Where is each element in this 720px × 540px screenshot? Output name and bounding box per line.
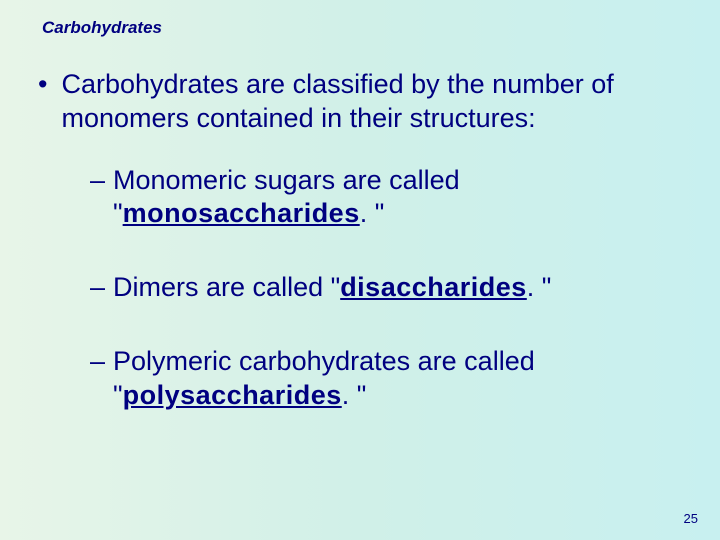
- dash-icon: –: [90, 271, 105, 305]
- sub-bullet-2-text: Dimers are called "disaccharides. ": [113, 271, 682, 305]
- sub2-term: disaccharides: [340, 272, 527, 302]
- page-number: 25: [684, 511, 698, 526]
- sub3-suffix: . ": [342, 380, 367, 410]
- dash-icon: –: [90, 345, 105, 413]
- sub-bullet-2: – Dimers are called "disaccharides. ": [90, 271, 682, 305]
- bullet-main: • Carbohydrates are classified by the nu…: [38, 68, 682, 136]
- slide-content: • Carbohydrates are classified by the nu…: [0, 68, 720, 412]
- sub-bullet-1-text: Monomeric sugars are called "monosacchar…: [113, 164, 682, 232]
- sub1-suffix: . ": [360, 198, 385, 228]
- bullet-main-text: Carbohydrates are classified by the numb…: [61, 68, 682, 136]
- sub-bullet-1: – Monomeric sugars are called "monosacch…: [90, 164, 682, 232]
- dash-icon: –: [90, 164, 105, 232]
- sub-bullet-3-text: Polymeric carbohydrates are called "poly…: [113, 345, 682, 413]
- sub2-suffix: . ": [527, 272, 552, 302]
- sub2-prefix: Dimers are called ": [113, 272, 340, 302]
- bullet-dot-icon: •: [38, 68, 47, 136]
- slide-header: Carbohydrates: [0, 18, 720, 38]
- sub1-term: monosaccharides: [123, 198, 360, 228]
- slide: Carbohydrates • Carbohydrates are classi…: [0, 0, 720, 540]
- sub3-term: polysaccharides: [123, 380, 342, 410]
- sub-bullet-3: – Polymeric carbohydrates are called "po…: [90, 345, 682, 413]
